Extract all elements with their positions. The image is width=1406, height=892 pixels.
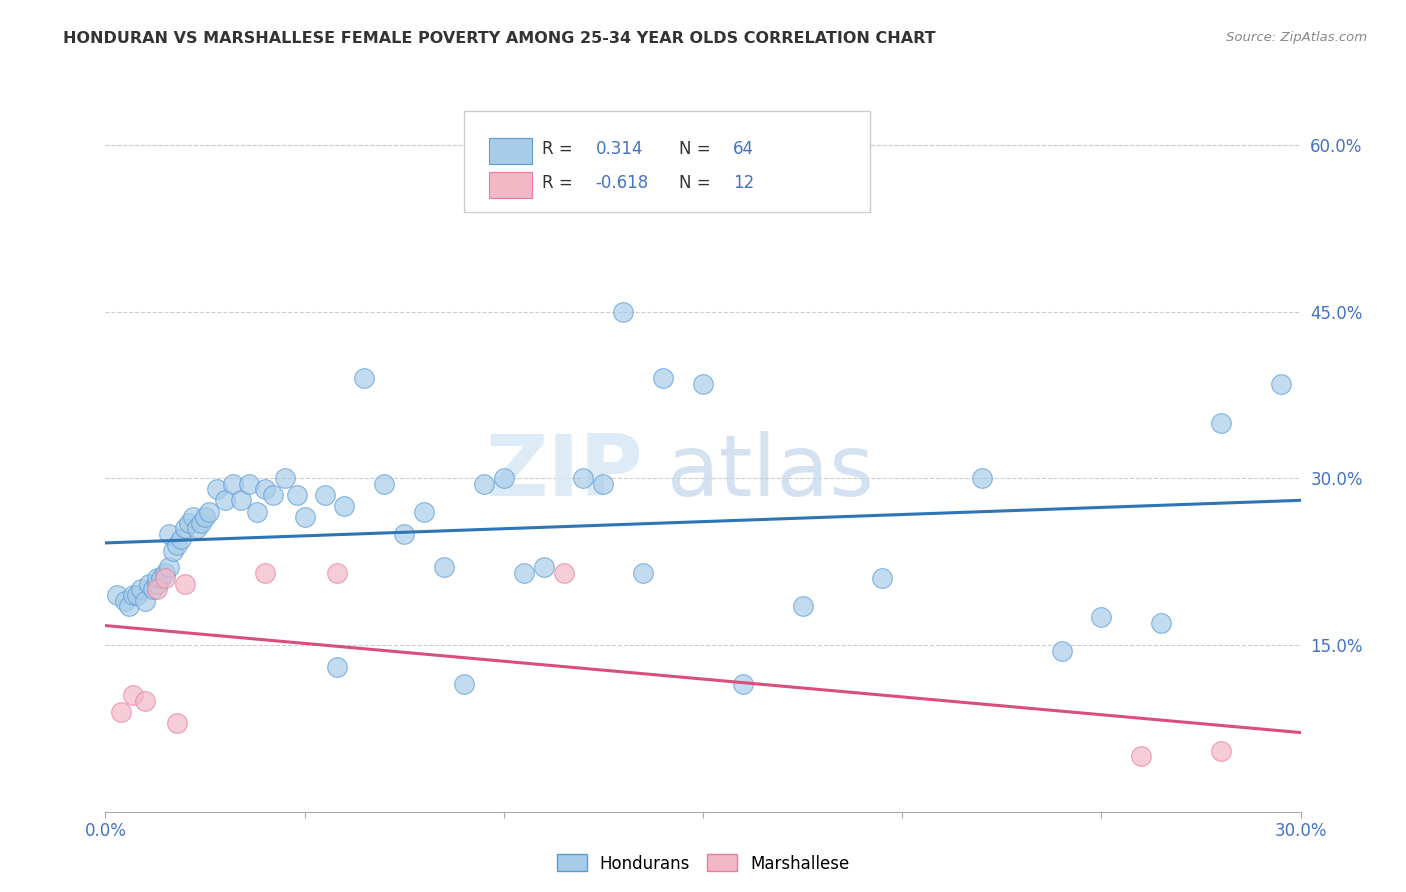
Point [229,493,252,508]
Point [146,571,169,585]
Point [181,510,204,524]
Point [146,577,169,591]
Point [107,588,129,602]
Point [166,538,188,552]
Point [262,488,284,502]
Point [127,588,149,602]
Point [492,471,515,485]
Point [373,476,395,491]
Point [453,677,475,691]
Text: -0.618: -0.618 [596,174,648,192]
Point [792,599,814,613]
Point [170,533,193,547]
Point [692,376,714,391]
Point [1050,643,1073,657]
Point [353,371,375,385]
Point [253,566,276,580]
Point [1130,749,1153,764]
Point [314,488,336,502]
Point [157,560,180,574]
Point [513,566,536,580]
Point [731,677,754,691]
Point [325,566,347,580]
Point [174,521,197,535]
Point [157,526,180,541]
Point [553,566,575,580]
Point [186,521,208,535]
Point [198,505,221,519]
Text: N =: N = [679,140,710,158]
Point [122,588,145,602]
Point [129,582,153,597]
Point [572,471,595,485]
Point [592,476,614,491]
Point [138,577,160,591]
Text: R =: R = [541,140,572,158]
Point [633,566,655,580]
Point [612,304,634,318]
Text: 0.314: 0.314 [596,140,643,158]
Point [174,577,197,591]
Point [134,593,156,607]
Point [222,476,245,491]
Point [146,582,169,597]
Legend: Hondurans, Marshallese: Hondurans, Marshallese [550,847,856,880]
FancyBboxPatch shape [489,137,531,163]
Point [413,505,436,519]
Point [238,476,260,491]
Point [110,705,132,719]
Point [1090,610,1112,624]
Point [273,471,295,485]
Point [205,483,228,497]
Point [325,660,347,674]
Point [1150,615,1173,630]
Text: R =: R = [541,174,572,192]
Point [1209,743,1232,757]
Point [970,471,993,485]
Point [533,560,555,574]
Point [190,516,212,530]
Point [150,571,173,585]
Point [153,571,177,585]
FancyBboxPatch shape [489,171,531,198]
Text: ZIP: ZIP [485,431,644,514]
Point [1209,416,1232,430]
Text: N =: N = [679,174,710,192]
Point [333,499,356,513]
Point [114,593,136,607]
Point [177,516,201,530]
Point [285,488,308,502]
Point [652,371,675,385]
Point [294,510,316,524]
Text: atlas: atlas [666,431,875,514]
Text: 12: 12 [733,174,754,192]
Point [246,505,269,519]
Point [1270,376,1292,391]
Point [253,483,276,497]
Point [872,571,894,585]
Text: Source: ZipAtlas.com: Source: ZipAtlas.com [1226,31,1367,45]
Text: HONDURAN VS MARSHALLESE FEMALE POVERTY AMONG 25-34 YEAR OLDS CORRELATION CHART: HONDURAN VS MARSHALLESE FEMALE POVERTY A… [63,31,936,46]
FancyBboxPatch shape [464,111,870,212]
Point [433,560,456,574]
Text: 64: 64 [733,140,754,158]
Point [118,599,141,613]
Point [392,526,416,541]
Point [194,510,217,524]
Point [142,582,165,597]
Point [122,688,145,702]
Point [214,493,236,508]
Point [134,693,156,707]
Point [153,566,177,580]
Point [166,715,188,730]
Point [162,543,184,558]
Point [472,476,495,491]
